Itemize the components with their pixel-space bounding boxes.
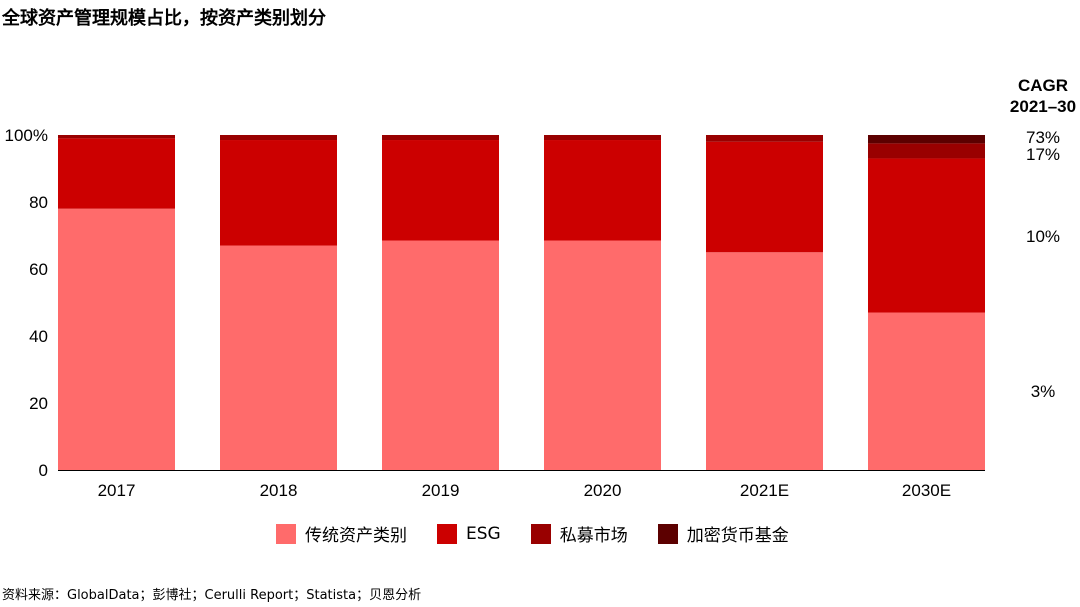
bar-segment-2018-2 xyxy=(220,135,337,141)
bar-segment-2019-2 xyxy=(382,135,499,141)
legend-label: 加密货币基金 xyxy=(686,526,789,546)
bars-layer xyxy=(58,135,985,470)
bar-segment-2021E-1 xyxy=(706,141,823,253)
bar-segment-2017-2 xyxy=(58,135,175,139)
bar-segment-2030E-2 xyxy=(868,143,985,159)
cagr-label: 17% xyxy=(1026,145,1060,164)
y-tick-label: 20 xyxy=(29,394,48,413)
bar-segment-2020-1 xyxy=(544,140,661,241)
cagr-header: CAGR xyxy=(1018,76,1068,95)
legend-label: 传统资产类别 xyxy=(305,526,407,546)
bar-segment-2019-1 xyxy=(382,140,499,241)
y-tick-label: 60 xyxy=(29,260,48,279)
y-tick-label: 40 xyxy=(29,327,48,346)
legend-label: 私募市场 xyxy=(559,526,628,546)
bar-segment-2019-0 xyxy=(382,240,499,470)
legend-swatch xyxy=(276,523,296,544)
x-tick-label: 2020 xyxy=(584,481,622,500)
x-axis-labels: 2017 2018 2019 2020 2021E 2030E xyxy=(98,481,952,500)
legend-swatch xyxy=(530,523,551,544)
legend-item: 加密货币基金 xyxy=(657,521,789,546)
x-tick-label: 2018 xyxy=(260,481,298,500)
cagr-period: 2021–30 xyxy=(1010,97,1076,116)
bar-segment-2018-1 xyxy=(220,140,337,246)
bar-segment-2030E-1 xyxy=(868,158,985,313)
legend-item: ESG xyxy=(437,523,501,544)
legend-label: ESG xyxy=(466,523,501,544)
legend-swatch xyxy=(437,523,457,544)
chart-title: 全球资产管理规模占比，按资产类别划分 xyxy=(2,8,326,29)
legend-swatch xyxy=(657,523,678,544)
bar-segment-2018-0 xyxy=(220,245,337,470)
cagr-label: 3% xyxy=(1031,382,1056,401)
bar-segment-2021E-0 xyxy=(706,252,823,470)
bar-segment-2021E-2 xyxy=(706,135,823,142)
y-tick-label: 0 xyxy=(39,461,48,480)
y-axis: 0 20 40 60 80 100% xyxy=(5,126,985,480)
cagr-label: 10% xyxy=(1026,227,1060,246)
legend-item: 传统资产类别 xyxy=(276,521,407,546)
source-note: 资料来源：GlobalData；彭博社；Cerulli Report；Stati… xyxy=(2,588,422,603)
bar-segment-2017-1 xyxy=(58,138,175,209)
x-tick-label: 2019 xyxy=(422,481,460,500)
y-tick-label: 100% xyxy=(5,126,48,145)
x-tick-label: 2021E xyxy=(740,481,789,500)
cagr-column: CAGR 2021–30 3% 10% 17%73% xyxy=(1010,76,1076,401)
y-tick-label: 80 xyxy=(29,193,48,212)
bar-segment-2017-0 xyxy=(58,208,175,470)
x-tick-label: 2030E xyxy=(902,481,951,500)
bar-segment-2030E-0 xyxy=(868,312,985,470)
bar-segment-2020-2 xyxy=(544,135,661,141)
x-tick-label: 2017 xyxy=(98,481,136,500)
bar-segment-2020-0 xyxy=(544,240,661,470)
legend: 传统资产类别 ESG 私募市场 加密货币基金 xyxy=(276,521,819,546)
bar-segment-2030E-3 xyxy=(868,135,985,144)
cagr-label: 73% xyxy=(1026,128,1060,147)
legend-item: 私募市场 xyxy=(530,521,628,546)
